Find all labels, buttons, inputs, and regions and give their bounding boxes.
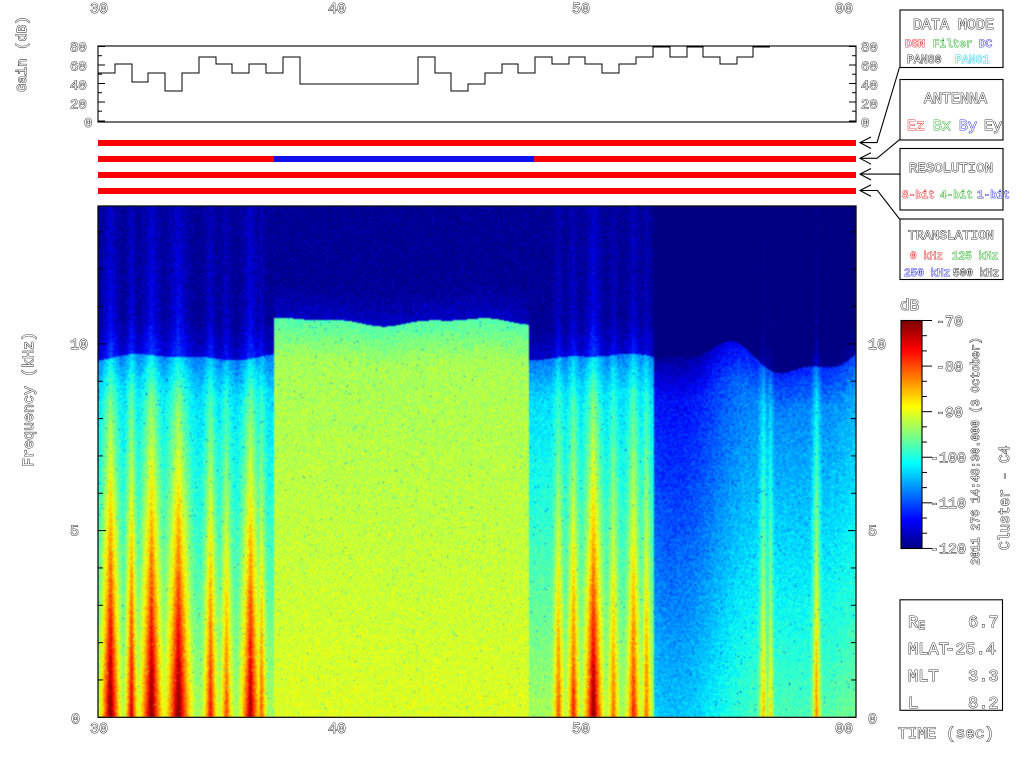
svg-text:8.2: 8.2 — [968, 695, 999, 714]
svg-text:Cluster - C4: Cluster - C4 — [998, 446, 1014, 550]
svg-text:TRANSLATION: TRANSLATION — [908, 228, 994, 243]
svg-text:Gain (dB): Gain (dB) — [15, 16, 31, 92]
svg-text:30: 30 — [90, 721, 108, 738]
svg-text:DATA MODE: DATA MODE — [913, 17, 994, 34]
svg-text:250 kHz: 250 kHz — [904, 268, 950, 280]
svg-text:-25.4: -25.4 — [945, 641, 996, 660]
svg-text:-120: -120 — [930, 542, 966, 559]
svg-text:125 kHz: 125 kHz — [952, 251, 998, 263]
svg-text:500 kHz: 500 kHz — [953, 268, 999, 280]
svg-text:By: By — [959, 118, 977, 135]
svg-text:PAN81: PAN81 — [955, 54, 990, 67]
svg-text:4-bit: 4-bit — [940, 190, 973, 202]
svg-text:DSN: DSN — [905, 39, 925, 51]
svg-text:10: 10 — [868, 337, 886, 354]
svg-text:50: 50 — [572, 721, 590, 738]
svg-text:TIME (sec): TIME (sec) — [898, 725, 994, 743]
svg-text:-70: -70 — [936, 314, 963, 331]
svg-text:40: 40 — [70, 79, 87, 95]
svg-text:Frequency (kHz): Frequency (kHz) — [21, 332, 38, 467]
svg-text:ANTENNA: ANTENNA — [924, 91, 987, 108]
svg-text:30: 30 — [90, 1, 108, 18]
svg-text:-110: -110 — [930, 496, 966, 513]
svg-text:Bx: Bx — [933, 118, 951, 135]
svg-text:60: 60 — [861, 60, 878, 76]
svg-text:50: 50 — [572, 1, 590, 18]
svg-text:PAN80: PAN80 — [907, 54, 942, 67]
svg-text:0: 0 — [861, 116, 869, 132]
svg-text:Ey: Ey — [984, 118, 1002, 135]
svg-text:-100: -100 — [930, 451, 966, 468]
svg-text:DC: DC — [979, 39, 993, 51]
svg-text:40: 40 — [861, 79, 878, 95]
svg-text:40: 40 — [328, 721, 346, 738]
svg-text:10: 10 — [70, 337, 88, 354]
svg-text:L: L — [908, 695, 918, 714]
svg-text:MLT: MLT — [908, 668, 939, 687]
svg-text:-80: -80 — [936, 360, 963, 377]
svg-text:6.7: 6.7 — [968, 614, 999, 633]
svg-text:0: 0 — [71, 711, 80, 728]
svg-text:0: 0 — [868, 711, 877, 728]
svg-text:00: 00 — [835, 1, 853, 18]
svg-text:20: 20 — [861, 98, 878, 114]
svg-text:20: 20 — [70, 98, 87, 114]
svg-text:dB: dB — [900, 297, 919, 315]
svg-text:40: 40 — [328, 1, 346, 18]
svg-text:60: 60 — [70, 60, 87, 76]
svg-text:-90: -90 — [936, 405, 963, 422]
svg-text:5: 5 — [868, 524, 877, 541]
svg-text:8-bit: 8-bit — [902, 190, 935, 202]
svg-text:2011 276 14:48:30.000 (3 Octob: 2011 276 14:48:30.000 (3 October) — [970, 337, 983, 565]
svg-text:MLAT: MLAT — [908, 641, 949, 660]
svg-text:5: 5 — [70, 524, 79, 541]
svg-text:0: 0 — [84, 116, 92, 132]
svg-text:80: 80 — [861, 41, 878, 57]
svg-text:1-bit: 1-bit — [977, 190, 1010, 202]
svg-text:Ez: Ez — [907, 118, 925, 135]
svg-text:00: 00 — [835, 721, 853, 738]
svg-text:RESOLUTION: RESOLUTION — [909, 161, 993, 177]
svg-text:0 kHz: 0 kHz — [910, 251, 943, 263]
svg-text:Filter: Filter — [933, 39, 973, 51]
svg-text:80: 80 — [70, 41, 87, 57]
svg-text:3.3: 3.3 — [968, 668, 999, 687]
